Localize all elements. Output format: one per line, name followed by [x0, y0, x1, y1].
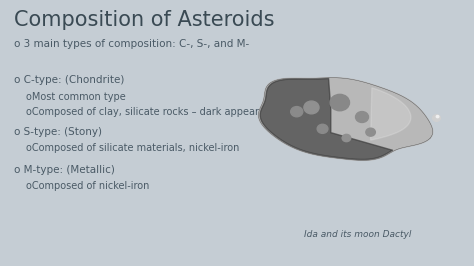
Text: o S-type: (Stony): o S-type: (Stony) — [14, 127, 102, 137]
Text: Composition of Asteroids: Composition of Asteroids — [14, 10, 275, 30]
Text: Ida and its moon Dactyl: Ida and its moon Dactyl — [304, 230, 411, 239]
Text: oComposed of clay, silicate rocks – dark appearance: oComposed of clay, silicate rocks – dark… — [26, 107, 283, 117]
Circle shape — [366, 128, 375, 136]
Circle shape — [304, 101, 319, 114]
Circle shape — [317, 124, 328, 133]
Polygon shape — [258, 78, 433, 160]
Text: o C-type: (Chondrite): o C-type: (Chondrite) — [14, 76, 125, 85]
Circle shape — [342, 134, 351, 142]
Text: o M-type: (Metallic): o M-type: (Metallic) — [14, 165, 115, 175]
Circle shape — [436, 115, 439, 118]
Text: oComposed of silicate materials, nickel-iron: oComposed of silicate materials, nickel-… — [26, 143, 239, 153]
Polygon shape — [260, 78, 392, 160]
Text: o 3 main types of composition: C-, S-, and M-: o 3 main types of composition: C-, S-, a… — [14, 39, 249, 49]
Polygon shape — [371, 88, 411, 140]
Circle shape — [330, 94, 349, 111]
Circle shape — [356, 111, 368, 122]
Text: oComposed of nickel-iron: oComposed of nickel-iron — [26, 181, 149, 191]
Circle shape — [291, 107, 303, 117]
Text: oMost common type: oMost common type — [26, 92, 126, 102]
Circle shape — [433, 115, 440, 121]
